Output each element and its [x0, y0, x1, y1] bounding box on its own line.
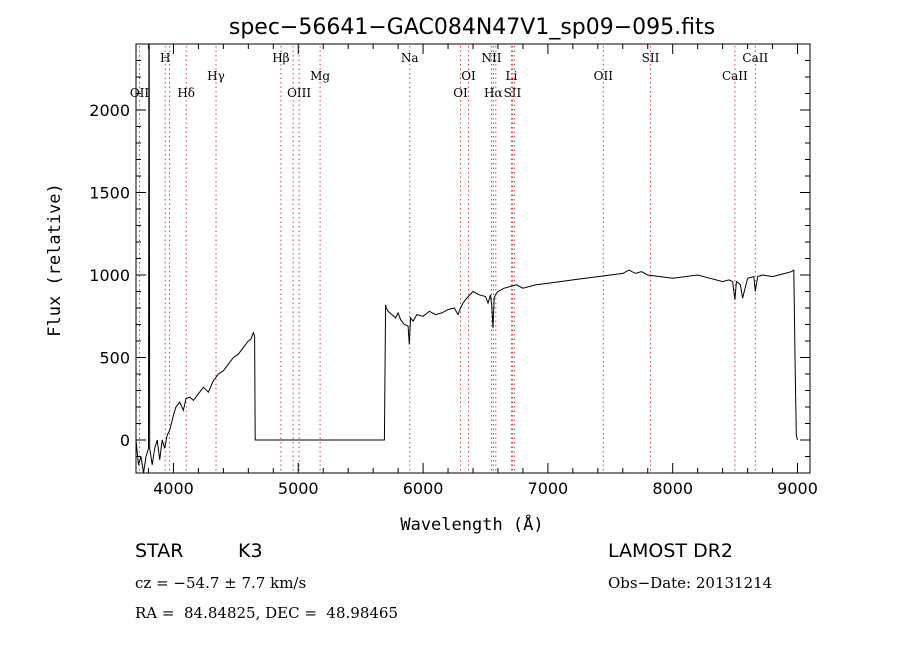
- spectral-line-markers: OIIHHδHγHβOIIIMgNaOIOINIIHαLiSIIOIISIICa…: [130, 46, 768, 471]
- chart-title: spec−56641−GAC084N47V1_sp09−095.fits: [229, 15, 715, 40]
- tick-label: 5000: [278, 479, 319, 498]
- spectrum-line: [135, 43, 798, 474]
- marker-label: Mg: [310, 69, 330, 83]
- tick-label: 8000: [652, 479, 693, 498]
- ra-dec-coordinates: RA = 84.84825, DEC = 48.98465: [135, 604, 399, 622]
- marker-label: CaII: [742, 51, 768, 65]
- survey-name: LAMOST DR2: [608, 540, 733, 562]
- tick-label: 500: [99, 349, 130, 368]
- tick-label: 1000: [89, 266, 130, 285]
- tick-label: 4000: [153, 479, 194, 498]
- tick-label: 2000: [89, 101, 130, 120]
- observation-date: Obs−Date: 20131214: [608, 574, 773, 592]
- x-axis-label: Wavelength (Å): [400, 513, 543, 535]
- redshift-cz: cz = −54.7 ± 7.7 km/s: [135, 574, 307, 592]
- axis-ticks: [136, 43, 810, 474]
- marker-label: Hα: [484, 86, 503, 100]
- marker-label: Na: [401, 51, 419, 65]
- marker-label: Hδ: [177, 86, 195, 100]
- y-axis-label: Flux (relative): [45, 183, 65, 337]
- marker-label: OI: [461, 69, 476, 83]
- marker-label: OIII: [287, 86, 311, 100]
- tick-label: 7000: [528, 479, 569, 498]
- marker-label: NII: [481, 51, 501, 65]
- tick-label: 9000: [777, 479, 818, 498]
- marker-label: Hβ: [272, 51, 289, 65]
- marker-label: OI: [453, 86, 468, 100]
- marker-label: OII: [594, 69, 614, 83]
- plot-frame: [135, 43, 811, 474]
- tick-label: 6000: [403, 479, 444, 498]
- marker-label: SII: [642, 51, 660, 65]
- marker-label: Li: [506, 69, 518, 83]
- marker-label: CaII: [722, 69, 748, 83]
- tick-label: 1500: [89, 184, 130, 203]
- marker-label: Hγ: [207, 69, 225, 83]
- marker-label: SII: [504, 86, 522, 100]
- marker-label: H: [160, 51, 170, 65]
- object-class: STAR: [135, 540, 184, 562]
- axis-tick-labels: 4000 5000 6000 7000 8000 9000 0 500 1000 1500 2000: [89, 101, 818, 498]
- tick-label: 0: [120, 431, 130, 450]
- object-subclass: K3: [238, 540, 263, 562]
